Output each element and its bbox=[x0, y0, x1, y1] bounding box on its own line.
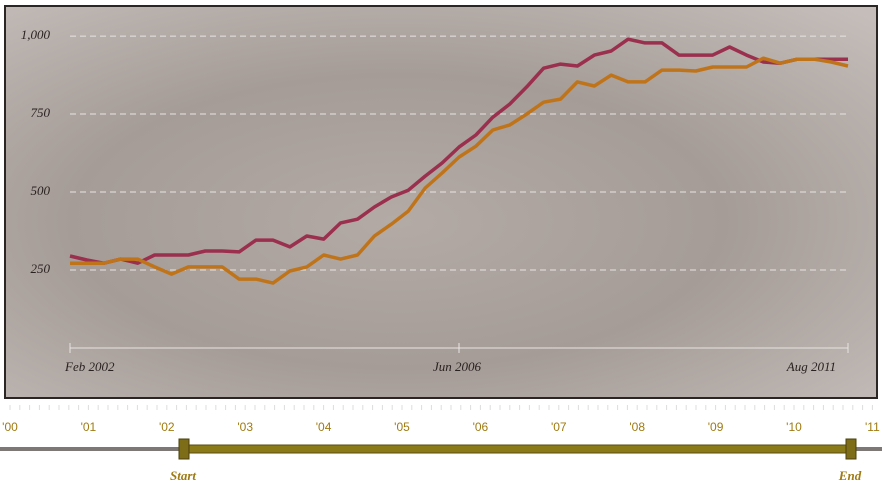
x-tick-label: Feb 2002 bbox=[64, 359, 115, 374]
x-tick-label: Aug 2011 bbox=[786, 359, 836, 374]
start-label: Start bbox=[170, 468, 196, 482]
y-tick-label: 250 bbox=[31, 261, 51, 276]
year-label: '10 bbox=[786, 420, 802, 434]
year-label: '02 bbox=[159, 420, 175, 434]
chart-frame bbox=[4, 5, 878, 399]
year-label: '01 bbox=[81, 420, 97, 434]
year-label: '06 bbox=[473, 420, 489, 434]
x-tick-label: Jun 2006 bbox=[433, 359, 482, 374]
year-label: '07 bbox=[551, 420, 567, 434]
series-line bbox=[69, 37, 848, 265]
year-label: '08 bbox=[629, 420, 645, 434]
selected-range bbox=[184, 444, 851, 454]
y-tick-label: 750 bbox=[31, 105, 51, 120]
year-label: '03 bbox=[237, 420, 253, 434]
y-tick-label: 500 bbox=[31, 183, 51, 198]
start-handle[interactable] bbox=[178, 438, 190, 460]
year-label: '04 bbox=[316, 420, 332, 434]
year-label: '11 bbox=[865, 420, 880, 434]
end-handle[interactable] bbox=[845, 438, 857, 460]
plot: 250 500 750 1,000 Feb 2002 Jun 2006 Aug 2011 bbox=[21, 27, 849, 374]
series-line bbox=[70, 56, 849, 285]
year-label: '05 bbox=[394, 420, 410, 434]
year-label: '00 bbox=[2, 420, 18, 434]
y-tick-label: 1,000 bbox=[21, 27, 51, 42]
year-label: '09 bbox=[708, 420, 724, 434]
timeline-slider[interactable]: '00 '01 '02 '03 '04 '05 '06 '07 '08 '09 '10 '11 Star… bbox=[0, 405, 882, 482]
end-label: End bbox=[838, 468, 862, 482]
